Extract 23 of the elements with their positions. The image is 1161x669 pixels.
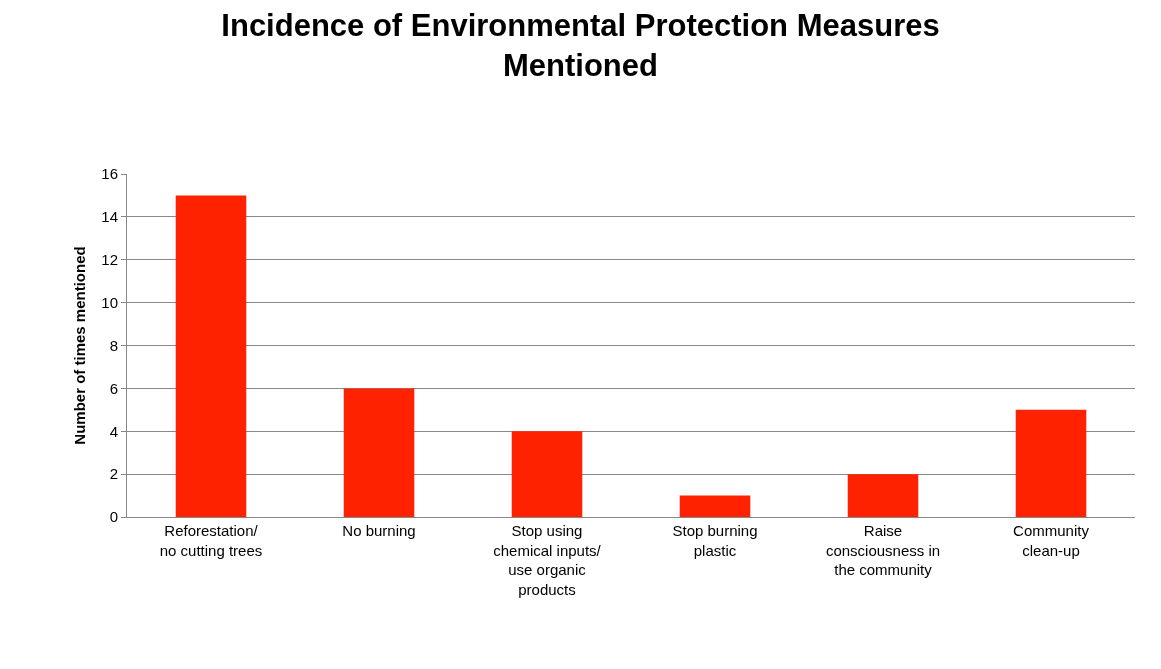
- x-tick-label: Reforestation/ no cutting trees: [159, 522, 263, 559]
- chart-title: Incidence of Environmental Protection Measures Mentioned: [221, 8, 940, 84]
- y-tick-label: 16: [101, 165, 118, 183]
- x-tick-label: Raise consciousness in the community: [825, 522, 941, 578]
- y-tick-label: 6: [109, 379, 118, 397]
- y-axis-title: Number of times mentioned: [70, 246, 88, 445]
- bar: [343, 388, 415, 517]
- bar: [679, 495, 751, 517]
- bar: [1015, 409, 1087, 517]
- x-tick-label: Stop burning plastic: [672, 522, 758, 559]
- x-tick-label: Community clean-up: [1013, 522, 1090, 559]
- y-tick-label: 4: [109, 422, 118, 440]
- x-tick-label: No burning: [342, 522, 416, 539]
- y-tick-label: 2: [109, 465, 118, 483]
- y-tick-label: 12: [101, 251, 118, 268]
- y-tick-label: 10: [101, 293, 118, 311]
- bar: [175, 195, 247, 517]
- y-tick-label: 14: [101, 208, 118, 226]
- y-tick-label: 8: [109, 336, 118, 354]
- bar: [847, 474, 919, 517]
- x-tick-label: Stop using chemical inputs/ use organic products: [493, 522, 602, 598]
- y-tick-label: 0: [109, 508, 118, 526]
- bar: [511, 431, 583, 517]
